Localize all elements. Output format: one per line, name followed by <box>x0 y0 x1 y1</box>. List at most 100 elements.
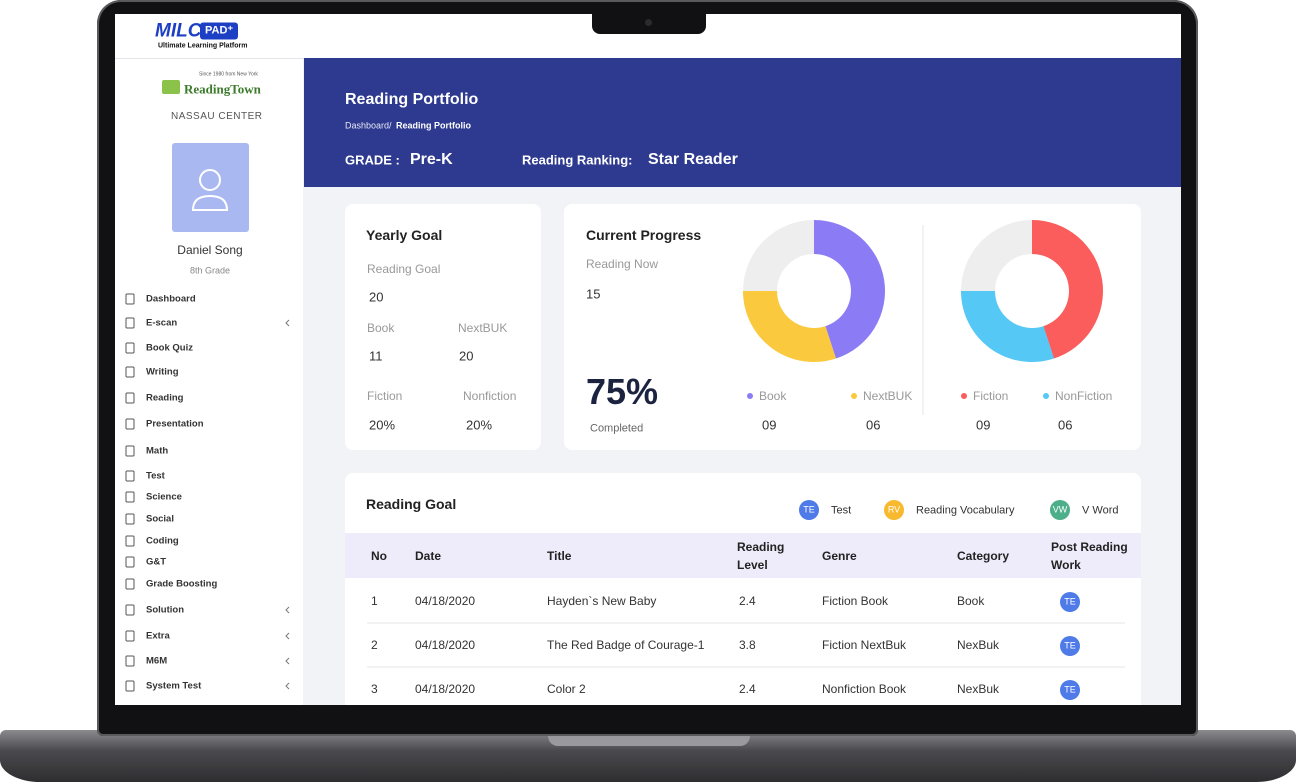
logo-badge: PAD⁺ <box>200 22 239 40</box>
menu-item[interactable]: Writing <box>146 366 179 378</box>
avatar <box>172 143 249 232</box>
breadcrumb-current: Reading Portfolio <box>396 120 471 131</box>
stat-value: 11 <box>369 348 383 364</box>
menu-item[interactable]: E-scan <box>146 317 178 329</box>
ranking-label: Reading Ranking: <box>522 152 633 168</box>
menu-item[interactable]: Test <box>146 470 165 482</box>
table-cell: 04/18/2020 <box>415 638 476 652</box>
menu-item[interactable]: Presentation <box>146 418 204 430</box>
card-title: Current Progress <box>586 227 702 243</box>
legend-label: Fiction <box>973 389 1009 403</box>
donut-segment <box>961 291 1054 363</box>
brand: ReadingTown <box>184 81 261 97</box>
avatar-head <box>199 169 221 191</box>
submenu-chevron <box>285 319 290 327</box>
menu-icon <box>125 418 135 430</box>
table-cell: Color 2 <box>547 682 586 696</box>
graphics <box>125 80 1141 700</box>
table-cell: NexBuk <box>957 638 1000 652</box>
work-badge-text[interactable]: TE <box>1064 596 1076 607</box>
menu-item[interactable]: Coding <box>146 535 179 547</box>
brand-note: Since 1980 from New York <box>199 71 258 78</box>
donut-segment <box>743 291 836 363</box>
menu-item[interactable]: Dashboard <box>146 293 196 305</box>
stat-value: 15 <box>586 286 601 302</box>
row-number: 3 <box>371 682 378 696</box>
work-badge <box>1060 680 1080 700</box>
legend-dot <box>851 393 857 399</box>
menu-icon <box>125 513 135 525</box>
menu-item[interactable]: System Test <box>146 680 202 692</box>
screen: MILC PAD⁺ Ultimate Learning Platform Since … <box>115 14 1181 705</box>
legend-label: V Word <box>1082 504 1119 517</box>
menu-icon <box>125 392 135 404</box>
legend-badge-text: RV <box>887 504 901 515</box>
card-title: Yearly Goal <box>366 227 443 243</box>
yearly-goal-card <box>345 204 541 450</box>
menu-icon <box>125 604 135 616</box>
menu-item[interactable]: G&T <box>146 556 167 568</box>
work-badge <box>1060 636 1080 656</box>
stat-label: Fiction <box>367 389 403 403</box>
stat-label: Nonfiction <box>463 389 517 403</box>
stat-value: 20% <box>369 417 396 433</box>
logo-tagline: Ultimate Learning Platform <box>158 42 248 50</box>
menu-item[interactable]: Grade Boosting <box>146 578 218 590</box>
submenu-chevron <box>285 606 290 614</box>
legend-label: Reading Vocabulary <box>916 504 1015 517</box>
menu-icon <box>125 535 135 547</box>
menu-icon <box>125 491 135 503</box>
menu-item[interactable]: Science <box>146 491 182 503</box>
work-badge-text[interactable]: TE <box>1064 684 1076 695</box>
submenu-chevron <box>285 632 290 640</box>
menu-icon <box>125 366 135 378</box>
stat-value: 20% <box>466 417 493 433</box>
table-cell: Nonfiction Book <box>822 682 907 696</box>
menu-item[interactable]: Solution <box>146 604 184 616</box>
center-name: NASSAU CENTER <box>171 111 263 122</box>
table-cell: 2.4 <box>739 682 756 696</box>
legend-dot <box>1043 393 1049 399</box>
table-cell: 04/18/2020 <box>415 594 476 608</box>
menu-icon <box>125 578 135 590</box>
column-header: Category <box>957 549 1010 563</box>
table-cell: Book <box>957 594 985 608</box>
menu-icon <box>125 680 135 692</box>
menu-item[interactable]: Reading <box>146 392 184 404</box>
reading-goal-card <box>345 473 1141 705</box>
completed-label: Completed <box>590 422 644 435</box>
grade-label: GRADE : <box>345 152 400 168</box>
stat-value: 20 <box>369 289 384 305</box>
camera <box>645 19 652 26</box>
row-number: 2 <box>371 638 378 652</box>
stat-label: Reading Now <box>586 257 659 271</box>
user-name: Daniel Song <box>177 243 243 257</box>
menu-item[interactable]: M6M <box>146 655 168 667</box>
menu-item[interactable]: Book Quiz <box>146 342 193 354</box>
donut-segment <box>1032 220 1103 359</box>
menu-icon <box>125 556 135 568</box>
menu-icon <box>125 317 135 329</box>
stat-label: Book <box>367 321 395 335</box>
legend-badge <box>1050 500 1070 520</box>
column-header: Reading Level <box>737 540 785 572</box>
menu-item[interactable]: Social <box>146 513 174 525</box>
submenu-chevron <box>285 682 290 690</box>
card-title: Reading Goal <box>366 496 457 512</box>
menu-icon <box>125 342 135 354</box>
menu-icon <box>125 655 135 667</box>
legend-badge-text: VW <box>1052 504 1068 515</box>
stat-label: Reading Goal <box>367 262 441 276</box>
menu-item[interactable]: Math <box>146 445 169 457</box>
table-cell: Hayden`s New Baby <box>547 594 657 608</box>
donut-value: 09 <box>976 417 991 433</box>
donut-value: 06 <box>1058 417 1073 433</box>
banner <box>304 58 1181 187</box>
menu-item[interactable]: Extra <box>146 630 170 642</box>
grade: Pre-K <box>410 151 453 168</box>
menu-icon <box>125 630 135 642</box>
donut-value: 09 <box>762 417 777 433</box>
work-badge-text[interactable]: TE <box>1064 640 1076 651</box>
stat-label: NextBUK <box>458 321 508 335</box>
